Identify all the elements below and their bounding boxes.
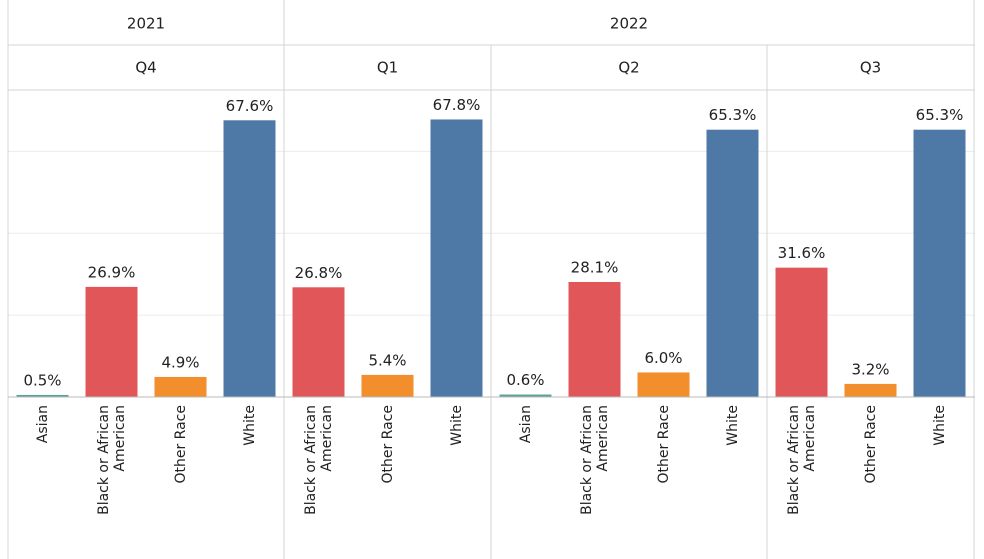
bar — [775, 267, 828, 397]
year-label: 2022 — [610, 15, 648, 33]
value-label: 28.1% — [571, 258, 619, 276]
bar — [706, 129, 759, 398]
category-label: Black or African American — [302, 405, 335, 515]
bar — [499, 394, 552, 397]
bar — [568, 281, 621, 397]
bar — [844, 383, 897, 397]
category-label: Other Race — [655, 405, 672, 484]
quarter-label: Q4 — [135, 59, 156, 77]
bar — [292, 287, 345, 397]
value-label: 26.9% — [88, 263, 136, 281]
value-label: 3.2% — [851, 360, 889, 378]
category-label: Other Race — [862, 405, 879, 484]
bar — [637, 372, 690, 397]
category-label: White — [448, 405, 465, 446]
category-label: Black or African American — [578, 405, 611, 515]
bar — [16, 394, 69, 397]
category-label: Asian — [517, 405, 534, 444]
category-label: Black or African American — [95, 405, 128, 515]
quarter-label: Q1 — [377, 59, 398, 77]
bar — [223, 120, 276, 398]
value-label: 31.6% — [778, 244, 826, 262]
value-label: 65.3% — [709, 106, 757, 124]
value-label: 5.4% — [368, 351, 406, 369]
value-label: 0.6% — [506, 371, 544, 389]
value-label: 26.8% — [295, 264, 343, 282]
category-label: White — [241, 405, 258, 446]
quarter-label: Q3 — [860, 59, 881, 77]
category-label: White — [931, 405, 948, 446]
value-label: 4.9% — [161, 353, 199, 371]
value-label: 67.8% — [433, 96, 481, 114]
category-label: Other Race — [172, 405, 189, 484]
bar — [430, 119, 483, 398]
category-label: White — [724, 405, 741, 446]
value-label: 67.6% — [226, 97, 274, 115]
bar — [913, 129, 966, 398]
quarter-label: Q2 — [618, 59, 639, 77]
bar — [85, 286, 138, 397]
category-label: Asian — [34, 405, 51, 444]
bar — [154, 376, 207, 397]
category-label: Other Race — [379, 405, 396, 484]
bar — [361, 374, 414, 397]
value-label: 65.3% — [916, 106, 964, 124]
category-label: Black or African American — [785, 405, 818, 515]
value-label: 0.5% — [23, 371, 61, 389]
value-label: 6.0% — [644, 349, 682, 367]
year-label: 2021 — [127, 15, 165, 33]
